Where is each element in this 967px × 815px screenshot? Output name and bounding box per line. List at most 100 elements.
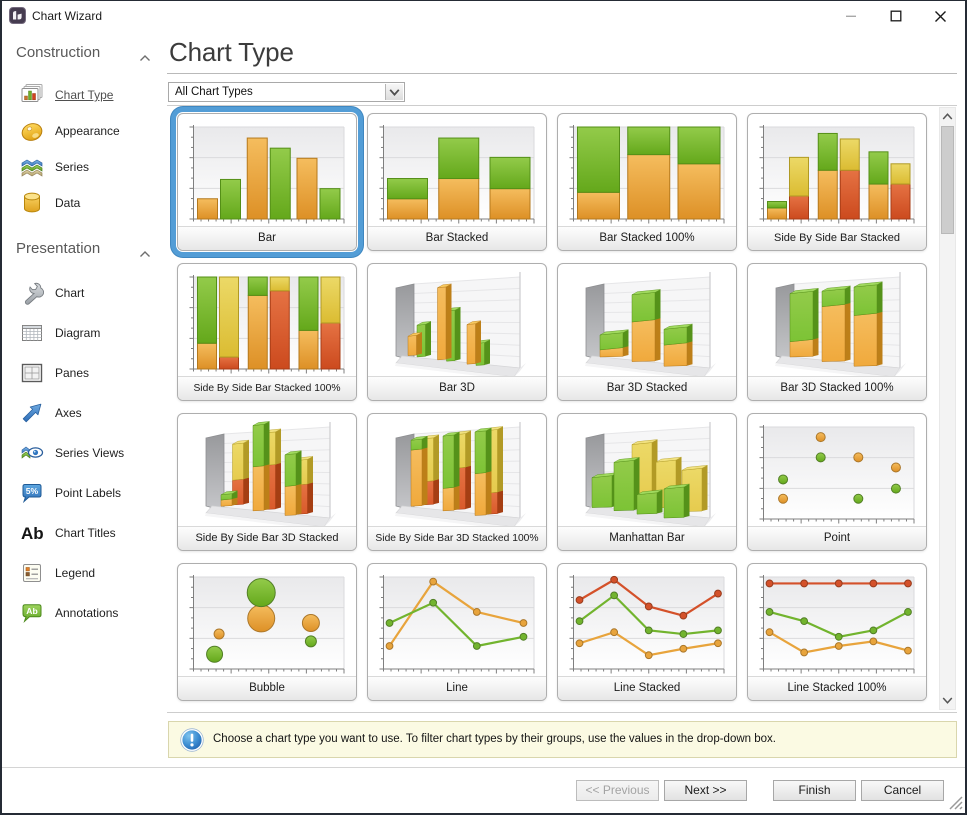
sidebar-item-series[interactable]: Series bbox=[20, 154, 155, 180]
sidebar-group-header[interactable]: Presentation bbox=[16, 240, 101, 257]
chart-type-tile[interactable]: Bar Stacked bbox=[367, 113, 547, 251]
chart-type-tile[interactable]: Point bbox=[747, 413, 927, 551]
cancel-button[interactable]: Cancel bbox=[861, 780, 944, 801]
chart-type-tile[interactable]: Side By Side Bar Stacked 100% bbox=[177, 263, 357, 401]
chart-type-tile[interactable]: Side By Side Bar Stacked bbox=[747, 113, 927, 251]
chart-preview bbox=[759, 125, 915, 224]
scroll-down-button[interactable] bbox=[940, 692, 955, 709]
chart-type-tile[interactable]: Bubble bbox=[177, 563, 357, 701]
previous-button[interactable]: << Previous bbox=[576, 780, 659, 801]
series-icon bbox=[20, 155, 44, 179]
chart-preview bbox=[759, 575, 915, 674]
sidebar-item-appearance[interactable]: Appearance bbox=[20, 118, 155, 144]
titlebar[interactable]: Chart Wizard bbox=[2, 1, 965, 32]
series-views-icon bbox=[20, 441, 44, 465]
tile-label: Bar 3D Stacked 100% bbox=[748, 376, 926, 400]
chart-preview bbox=[585, 422, 716, 528]
sidebar-item-diagram[interactable]: Diagram bbox=[20, 320, 155, 346]
panes-icon bbox=[20, 361, 44, 385]
sidebar-item-chart-type[interactable]: Chart Type bbox=[20, 82, 155, 108]
chart-preview bbox=[395, 272, 526, 378]
tile-label: Bar bbox=[178, 226, 356, 250]
chart-type-tile[interactable]: Side By Side Bar 3D Stacked bbox=[177, 413, 357, 551]
chart-type-tile[interactable]: Bar 3D Stacked 100% bbox=[747, 263, 927, 401]
tile-label: Side By Side Bar Stacked bbox=[748, 226, 926, 250]
vertical-scrollbar[interactable] bbox=[939, 107, 956, 710]
chart-type-tile[interactable]: Line Stacked 100% bbox=[747, 563, 927, 701]
sidebar-group-header[interactable]: Construction bbox=[16, 44, 101, 61]
sidebar-item-label: Point Labels bbox=[55, 486, 122, 500]
sidebar-item-label: Legend bbox=[55, 566, 96, 580]
chart-preview bbox=[189, 125, 345, 224]
finish-button[interactable]: Finish bbox=[773, 780, 856, 801]
tile-label: Point bbox=[748, 526, 926, 550]
app-icon bbox=[9, 7, 26, 24]
tile-label: Bubble bbox=[178, 676, 356, 700]
sidebar-item-label: Chart bbox=[55, 286, 85, 300]
sidebar-item-point-labels[interactable]: 5% Point Labels bbox=[20, 480, 155, 506]
chart-type-tile[interactable]: Bar Stacked 100% bbox=[557, 113, 737, 251]
sidebar-item-label: Data bbox=[55, 196, 81, 210]
window-border-right bbox=[965, 0, 967, 815]
sidebar-item-axes[interactable]: Axes bbox=[20, 400, 155, 426]
tile-label: Bar Stacked bbox=[368, 226, 546, 250]
chevron-up-icon[interactable] bbox=[139, 49, 151, 61]
sidebar-item-legend[interactable]: Legend bbox=[20, 560, 155, 586]
window-border-bottom bbox=[0, 813, 967, 815]
sidebar-item-data[interactable]: Data bbox=[20, 190, 155, 216]
chart-preview bbox=[569, 575, 725, 674]
sidebar-item-label: Chart Titles bbox=[55, 526, 116, 540]
info-icon bbox=[180, 728, 204, 752]
chart-preview bbox=[775, 272, 906, 378]
chart-type-tile[interactable]: Side By Side Bar 3D Stacked 100% bbox=[367, 413, 547, 551]
chevron-down-icon bbox=[942, 697, 953, 704]
close-button[interactable] bbox=[918, 1, 963, 31]
tile-label: Line bbox=[368, 676, 546, 700]
chart-preview bbox=[585, 272, 716, 378]
title-separator bbox=[167, 73, 957, 74]
sidebar-item-label: Appearance bbox=[55, 124, 120, 138]
chevron-up-icon[interactable] bbox=[139, 245, 151, 257]
sidebar-item-label: Axes bbox=[55, 406, 82, 420]
window-title: Chart Wizard bbox=[32, 9, 103, 23]
chart-preview bbox=[205, 421, 336, 528]
scroll-up-button[interactable] bbox=[940, 108, 955, 125]
chart-type-tile[interactable]: Bar bbox=[177, 113, 357, 251]
chart-type-tile[interactable]: Manhattan Bar bbox=[557, 413, 737, 551]
svg-text:Ab: Ab bbox=[21, 524, 44, 543]
sidebar-item-chart[interactable]: Chart bbox=[20, 280, 155, 306]
minimize-button[interactable] bbox=[828, 1, 873, 31]
chart-icon bbox=[20, 281, 45, 305]
sidebar-item-chart-titles[interactable]: Ab Chart Titles bbox=[20, 520, 155, 546]
next-button[interactable]: Next >> bbox=[664, 780, 747, 801]
sidebar-item-panes[interactable]: Panes bbox=[20, 360, 155, 386]
chart-type-tile[interactable]: Bar 3D bbox=[367, 263, 547, 401]
window-border-top bbox=[0, 0, 967, 1]
sidebar-item-label: Annotations bbox=[55, 606, 119, 620]
axes-icon bbox=[20, 401, 44, 425]
chart-preview bbox=[569, 125, 725, 224]
legend-icon bbox=[20, 561, 44, 585]
chart-type-tile[interactable]: Line Stacked bbox=[557, 563, 737, 701]
chart-type-tile[interactable]: Line bbox=[367, 563, 547, 701]
sidebar-item-series-views[interactable]: Series Views bbox=[20, 440, 155, 466]
toolbar-separator bbox=[167, 105, 957, 106]
annotations-icon: Ab bbox=[20, 601, 44, 625]
chart-preview bbox=[759, 425, 915, 524]
tile-label: Line Stacked 100% bbox=[748, 676, 926, 700]
diagram-icon bbox=[20, 321, 44, 345]
chart-preview bbox=[189, 575, 345, 674]
scrollbar-thumb[interactable] bbox=[941, 126, 954, 234]
page-title: Chart Type bbox=[169, 37, 294, 67]
dropdown-arrow-button[interactable] bbox=[385, 84, 403, 100]
maximize-button[interactable] bbox=[873, 1, 918, 31]
info-text: Choose a chart type you want to use. To … bbox=[213, 733, 776, 745]
window-border-left bbox=[0, 0, 2, 815]
resize-grip-icon[interactable] bbox=[946, 793, 964, 811]
chart-type-filter-dropdown[interactable]: All Chart Types bbox=[168, 82, 405, 102]
data-icon bbox=[20, 191, 44, 215]
sidebar-item-annotations[interactable]: Ab Annotations bbox=[20, 600, 155, 626]
chart-type-tile[interactable]: Bar 3D Stacked bbox=[557, 263, 737, 401]
list-bottom-separator bbox=[167, 712, 957, 713]
sidebar-item-label: Series Views bbox=[55, 446, 125, 460]
